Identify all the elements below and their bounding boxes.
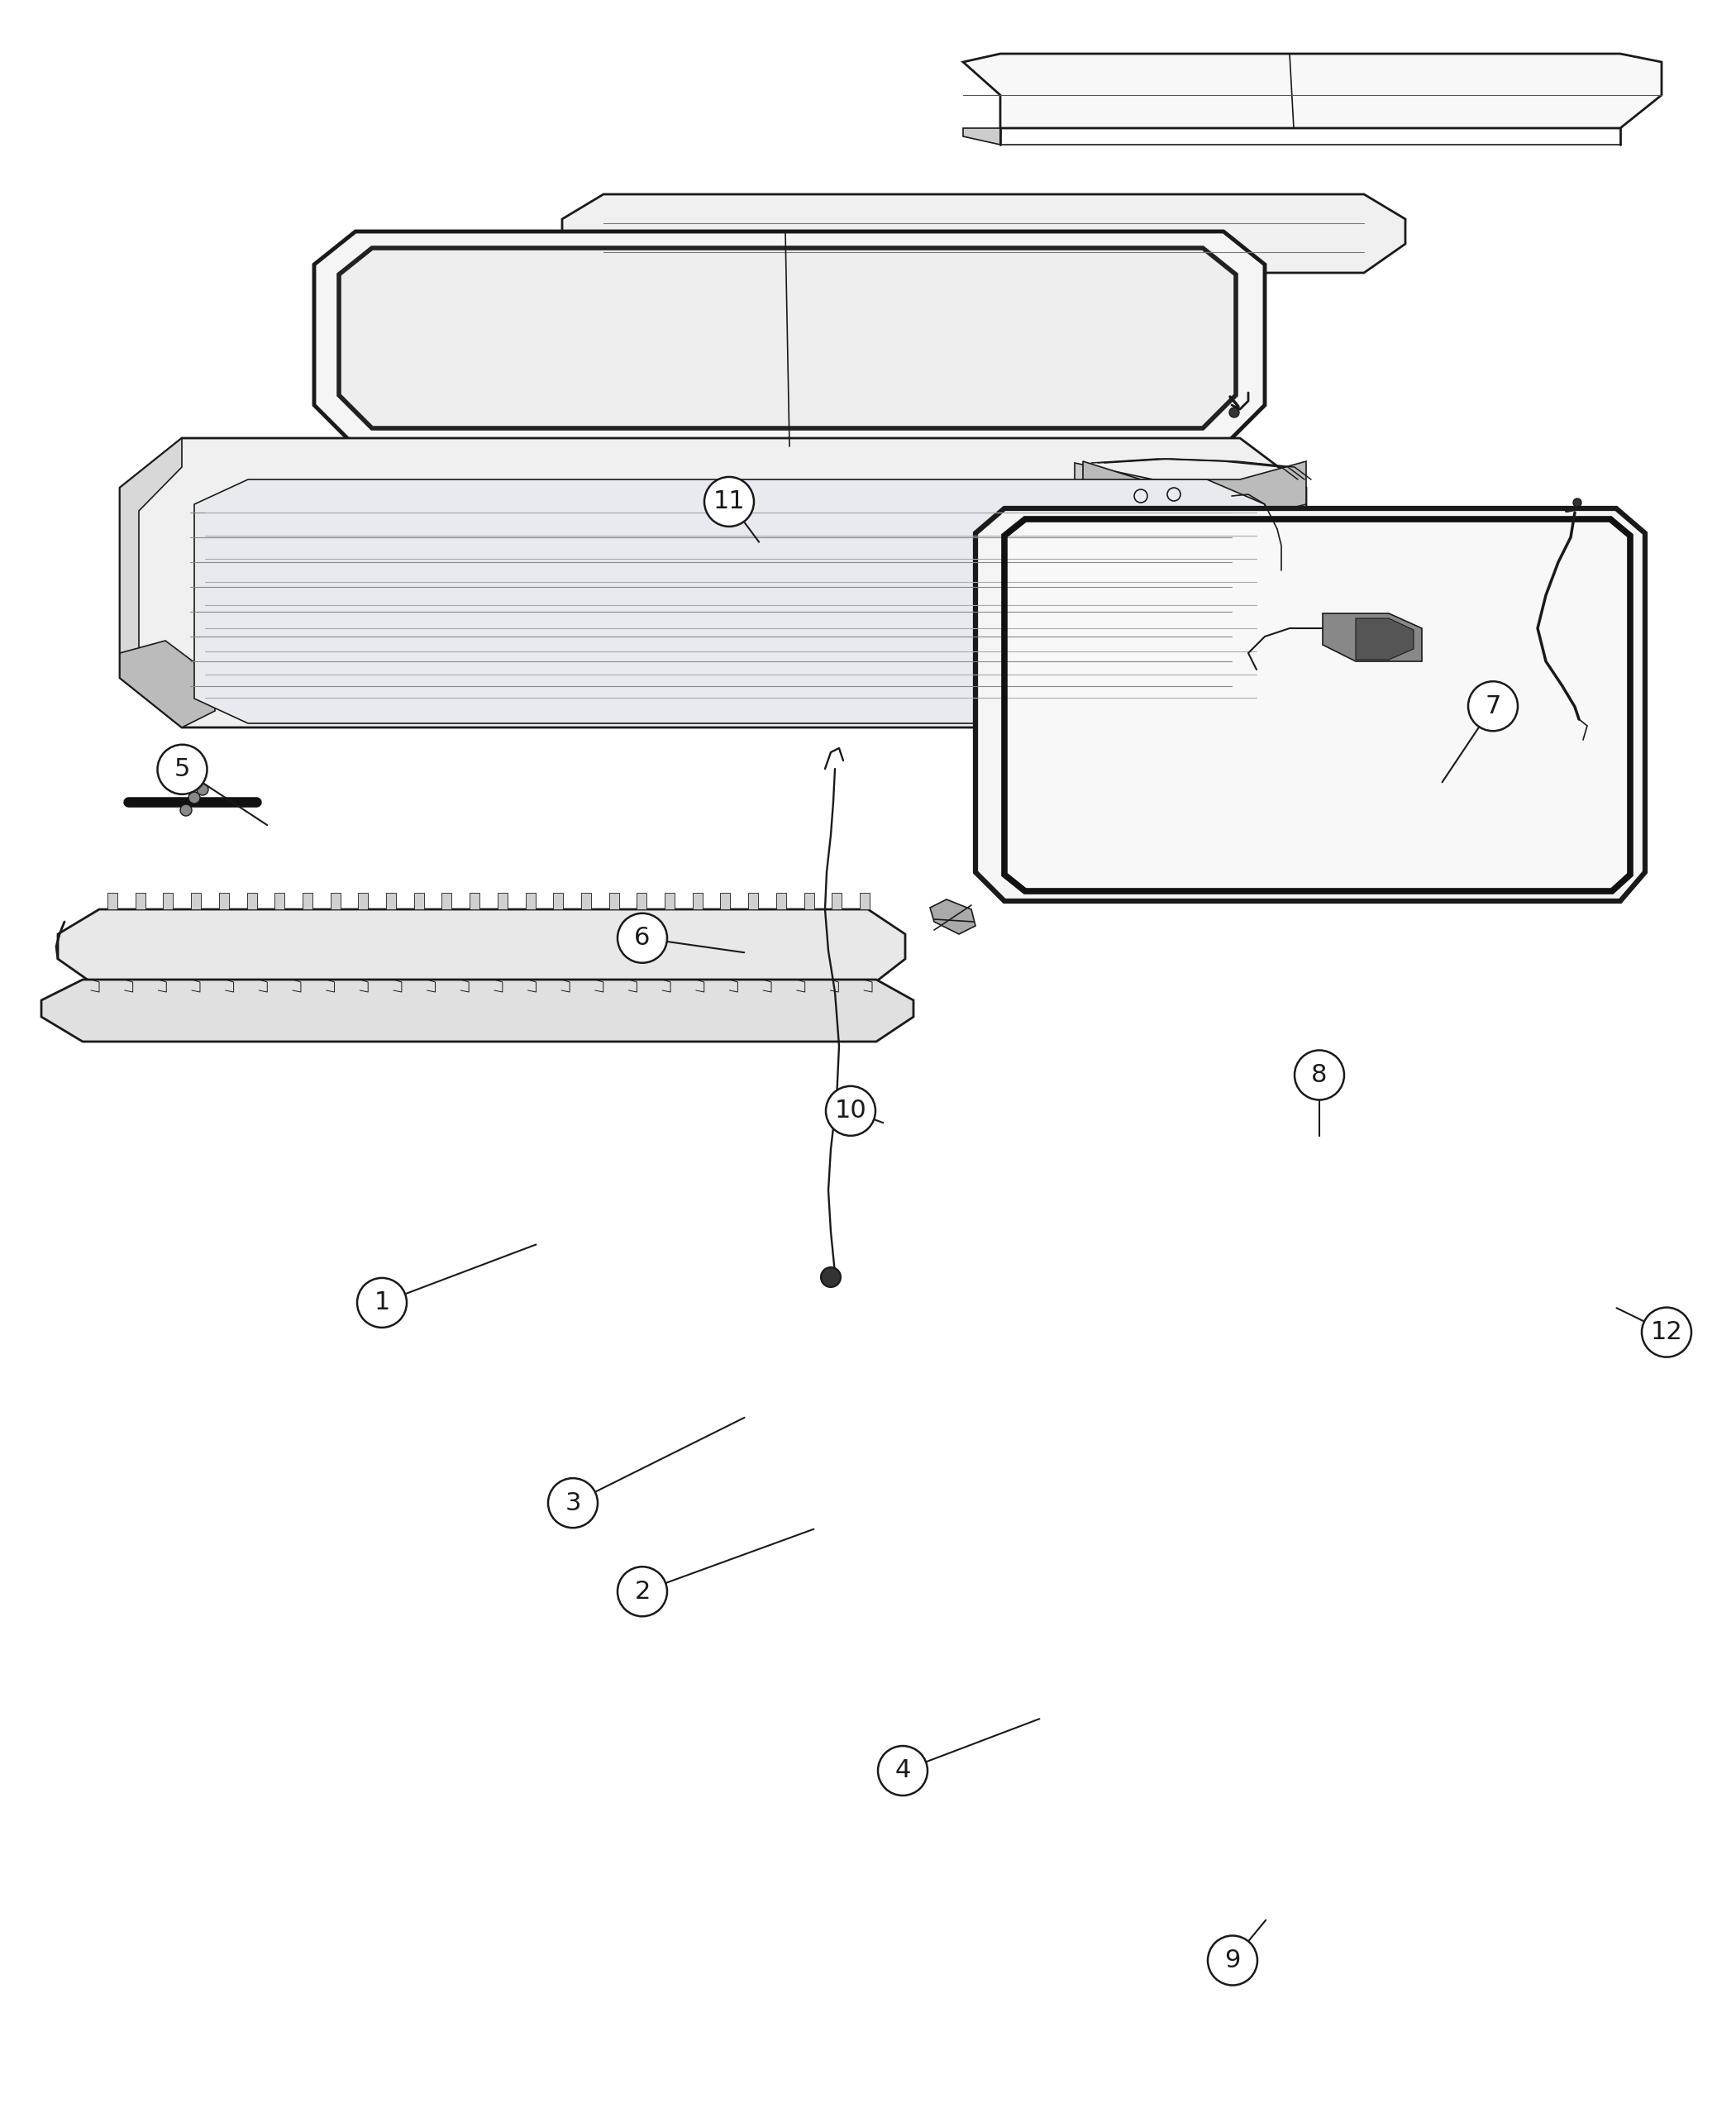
Circle shape [1208,1935,1257,1986]
Text: 5: 5 [174,757,191,782]
Circle shape [878,1745,927,1796]
Polygon shape [57,909,904,989]
Polygon shape [120,641,215,727]
Polygon shape [1083,462,1305,521]
Circle shape [181,805,191,816]
Polygon shape [748,894,759,909]
Polygon shape [1323,613,1422,662]
Polygon shape [330,894,340,909]
Circle shape [189,793,200,803]
Circle shape [618,913,667,963]
Circle shape [705,476,753,527]
Polygon shape [247,894,257,909]
Polygon shape [1005,519,1630,892]
Circle shape [1642,1307,1691,1358]
Circle shape [196,784,208,795]
Polygon shape [554,894,562,909]
Polygon shape [194,479,1266,723]
Polygon shape [720,894,731,909]
Polygon shape [963,129,1000,145]
Circle shape [618,1566,667,1617]
Polygon shape [976,508,1646,900]
Polygon shape [693,894,703,909]
Polygon shape [191,894,201,909]
Circle shape [549,1478,597,1528]
Polygon shape [526,894,535,909]
Polygon shape [120,438,182,727]
Text: 9: 9 [1224,1948,1241,1973]
Polygon shape [441,894,451,909]
Text: 2: 2 [634,1579,651,1604]
Text: 12: 12 [1651,1320,1682,1345]
Polygon shape [637,894,648,909]
Circle shape [821,1267,840,1288]
Circle shape [1295,1050,1344,1100]
Polygon shape [470,894,479,909]
Polygon shape [108,894,118,909]
Text: 4: 4 [894,1758,911,1783]
Circle shape [158,744,207,795]
Circle shape [172,780,184,790]
Polygon shape [274,894,285,909]
Polygon shape [120,438,1305,727]
Polygon shape [1356,618,1413,660]
Polygon shape [302,894,312,909]
Polygon shape [804,894,814,909]
Polygon shape [776,894,786,909]
Text: 3: 3 [564,1490,582,1516]
Circle shape [358,1277,406,1328]
Text: 8: 8 [1311,1062,1328,1088]
Polygon shape [413,894,424,909]
Text: 10: 10 [835,1098,866,1124]
Polygon shape [1075,464,1305,594]
Polygon shape [135,894,146,909]
Polygon shape [832,894,842,909]
Circle shape [1229,407,1240,417]
Text: 6: 6 [634,925,651,951]
Polygon shape [582,894,590,909]
Polygon shape [930,900,976,934]
Text: 1: 1 [373,1290,391,1315]
Circle shape [826,1086,875,1136]
Polygon shape [859,894,870,909]
Polygon shape [498,894,507,909]
Polygon shape [665,894,675,909]
Polygon shape [385,894,396,909]
Polygon shape [339,249,1236,428]
Text: 11: 11 [713,489,745,514]
Circle shape [1573,497,1581,506]
Polygon shape [609,894,620,909]
Polygon shape [358,894,368,909]
Polygon shape [562,245,604,272]
Text: 7: 7 [1484,694,1502,719]
Polygon shape [163,894,174,909]
Polygon shape [314,232,1266,447]
Circle shape [1469,681,1517,731]
Polygon shape [42,980,913,1041]
Polygon shape [219,894,229,909]
Polygon shape [562,194,1406,272]
Polygon shape [963,53,1661,129]
